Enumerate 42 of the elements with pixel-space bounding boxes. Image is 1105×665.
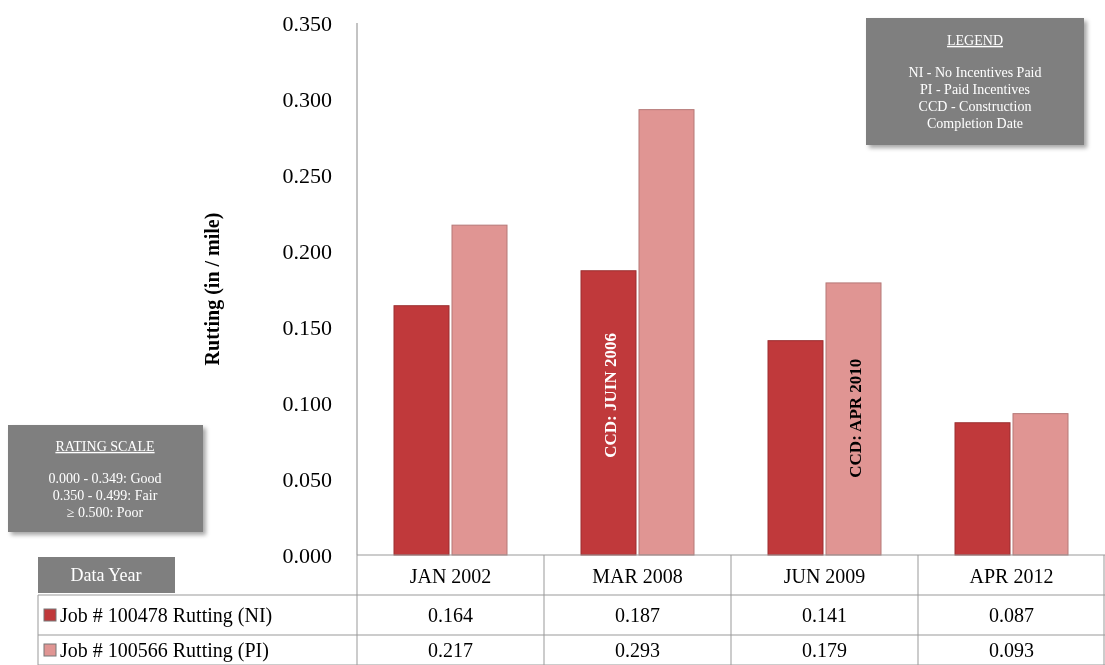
text: Data Year: [70, 565, 142, 586]
annotation: CCD: JUIN 2006: [600, 333, 620, 458]
annotation: PI - Paid Incentives: [919, 81, 1031, 97]
text: RATING SCALE: [55, 438, 155, 454]
bar: [954, 422, 1011, 556]
y-tick-label: 0.050: [282, 466, 332, 492]
x-tick-label: MAR 2008: [592, 565, 683, 587]
text: 0.000 - 0.349: Good: [48, 470, 162, 486]
y-tick-label: 0.200: [282, 238, 332, 264]
text: ≥ 0.500: Poor: [66, 504, 144, 520]
y-tick-label: 0.350: [282, 10, 332, 36]
y-tick-label: 0.250: [282, 162, 332, 188]
data-label: 0.293: [615, 639, 660, 661]
annotation: LEGEND: [947, 32, 1003, 48]
y-axis-title: Rutting (in / mile): [201, 212, 224, 366]
bar: [638, 109, 695, 556]
data-label: 0.179: [802, 639, 847, 661]
bar: [825, 282, 882, 556]
y-tick-label: 0.150: [282, 314, 332, 340]
annotation: NI - No Incentives Paid: [908, 64, 1042, 80]
data-label: 0.164: [428, 604, 473, 626]
bar: [451, 224, 508, 556]
bar: [767, 340, 824, 556]
x-tick-label: JUN 2009: [783, 565, 866, 587]
annotation: CCD - Construction Completion Date: [918, 98, 1032, 131]
data-label: 0.093: [989, 639, 1034, 661]
bar: [393, 305, 450, 556]
x-tick-label: APR 2012: [969, 565, 1054, 587]
y-tick-label: 0.100: [282, 390, 332, 416]
data-label: 0.187: [615, 604, 660, 626]
legend-label: Job # 100566 Rutting (PI): [60, 639, 269, 662]
x-tick-label: JAN 2002: [409, 565, 492, 587]
data-label: 0.087: [989, 604, 1034, 626]
bar: [580, 270, 637, 556]
text: 0.350 - 0.499: Fair: [52, 487, 158, 503]
legend-label: Job # 100478 Rutting (NI): [60, 604, 273, 627]
annotation: CCD: APR 2010: [845, 358, 865, 478]
data-label: 0.141: [802, 604, 847, 626]
y-tick-label: 0.300: [282, 86, 332, 112]
data-label: 0.217: [428, 639, 473, 661]
y-tick-label: 0.000: [282, 542, 332, 568]
bar: [1012, 413, 1069, 556]
